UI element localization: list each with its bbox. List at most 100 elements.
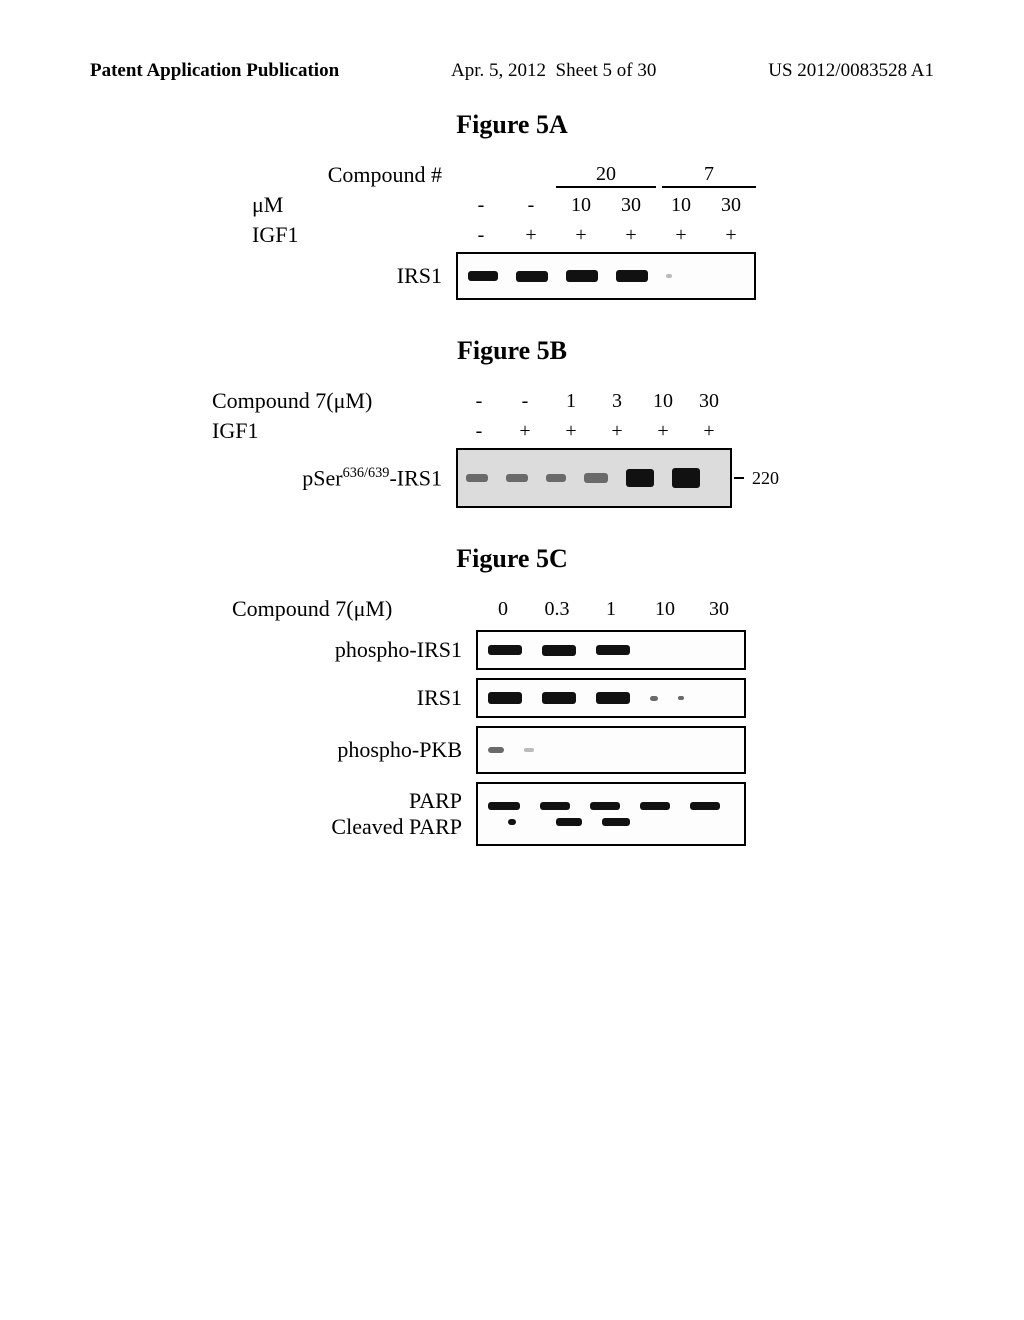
lane-val: - bbox=[506, 194, 556, 217]
lane-val: 30 bbox=[706, 194, 756, 217]
band bbox=[556, 818, 582, 826]
figure-5c-title: Figure 5C bbox=[90, 544, 934, 574]
band bbox=[546, 474, 566, 482]
header-mid: Apr. 5, 2012 Sheet 5 of 30 bbox=[451, 60, 656, 82]
lane-val: 10 bbox=[640, 390, 686, 413]
band bbox=[616, 270, 648, 282]
lane-val: 30 bbox=[686, 390, 732, 413]
lane-val: 0.3 bbox=[530, 598, 584, 621]
mw-tick-icon bbox=[734, 477, 744, 479]
fig5c-blot-label: IRS1 bbox=[232, 685, 476, 711]
band bbox=[566, 270, 598, 282]
figure-5a-panel: Compound # 20 7 μM - - 10 30 10 30 IGF1 … bbox=[252, 162, 772, 300]
figure-5c-panel: Compound 7(μM) 0 0.3 1 10 30 phospho-IRS… bbox=[232, 596, 792, 846]
fig5a-igf-lanes: - + + + + + bbox=[456, 224, 756, 247]
fig5a-igf-row: IGF1 - + + + + + bbox=[252, 222, 772, 248]
fig5b-igf-row: IGF1 - + + + + + bbox=[212, 418, 812, 444]
band bbox=[516, 271, 548, 282]
lane-val: + bbox=[656, 224, 706, 247]
band bbox=[488, 645, 522, 655]
lane-val: + bbox=[686, 420, 732, 443]
fig5a-blot bbox=[456, 252, 756, 300]
band bbox=[666, 274, 672, 278]
lane-val: - bbox=[456, 194, 506, 217]
fig5a-compound-7: 7 bbox=[662, 163, 756, 188]
band bbox=[690, 802, 720, 810]
lane-val: - bbox=[456, 420, 502, 443]
lane-val: + bbox=[594, 420, 640, 443]
pser-text: pSer bbox=[302, 465, 342, 490]
page: Patent Application Publication Apr. 5, 2… bbox=[0, 0, 1024, 1320]
lane-val: 3 bbox=[594, 390, 640, 413]
fig5b-cmpd-lanes: - - 1 3 10 30 bbox=[456, 390, 732, 413]
fig5b-pser-row: pSer636/639-IRS1 220 bbox=[212, 448, 812, 508]
fig5b-blot bbox=[456, 448, 732, 508]
fig5a-compound-lanes: 20 7 bbox=[456, 163, 756, 188]
lane-val: - bbox=[456, 224, 506, 247]
fig5a-irs1-label: IRS1 bbox=[252, 263, 456, 289]
band bbox=[596, 692, 630, 704]
band bbox=[590, 802, 620, 810]
lane-val: + bbox=[606, 224, 656, 247]
fig5a-um-row: μM - - 10 30 10 30 bbox=[252, 192, 772, 218]
band bbox=[540, 802, 570, 810]
band bbox=[678, 696, 684, 700]
band bbox=[584, 473, 608, 483]
fig5c-blot bbox=[476, 630, 746, 670]
fig5b-marker: 220 bbox=[752, 468, 779, 489]
band bbox=[524, 748, 534, 752]
lane-val: 0 bbox=[476, 598, 530, 621]
fig5c-blot-row: phospho-IRS1 bbox=[232, 630, 792, 670]
lane-val: + bbox=[548, 420, 594, 443]
band bbox=[542, 645, 576, 656]
lane-val: 30 bbox=[606, 194, 656, 217]
fig5c-blot-label: PARPCleaved PARP bbox=[232, 788, 476, 841]
fig5b-cmpd-label: Compound 7(μM) bbox=[212, 388, 456, 414]
header-left: Patent Application Publication bbox=[90, 60, 339, 82]
fig5c-blot-row: phospho-PKB bbox=[232, 726, 792, 774]
band bbox=[488, 692, 522, 704]
fig5c-blot bbox=[476, 678, 746, 718]
fig5a-irs1-row: IRS1 bbox=[252, 252, 772, 300]
fig5c-conc-lanes: 0 0.3 1 10 30 bbox=[476, 598, 746, 621]
band bbox=[602, 818, 630, 826]
figure-5b-panel: Compound 7(μM) - - 1 3 10 30 IGF1 - + + … bbox=[212, 388, 812, 508]
fig5b-igf-lanes: - + + + + + bbox=[456, 420, 732, 443]
band bbox=[488, 802, 520, 810]
band bbox=[488, 747, 504, 753]
lane-val: - bbox=[502, 390, 548, 413]
fig5a-um-lanes: - - 10 30 10 30 bbox=[456, 194, 756, 217]
fig5c-conc-row: Compound 7(μM) 0 0.3 1 10 30 bbox=[232, 596, 792, 622]
header-right: US 2012/0083528 A1 bbox=[768, 60, 934, 82]
fig5b-igf-label: IGF1 bbox=[212, 418, 456, 444]
lane-val: 1 bbox=[584, 598, 638, 621]
lane-val: + bbox=[640, 420, 686, 443]
fig5b-cmpd-row: Compound 7(μM) - - 1 3 10 30 bbox=[212, 388, 812, 414]
band bbox=[508, 819, 516, 825]
fig5a-compound-label: Compound # bbox=[252, 162, 456, 188]
fig5c-blots: phospho-IRS1 IRS1 phospho-PKB PARPCleaved P… bbox=[232, 630, 792, 846]
lane-val: + bbox=[556, 224, 606, 247]
pser-sup: 636/639 bbox=[343, 465, 390, 481]
lane-val: 30 bbox=[692, 598, 746, 621]
fig5a-compound-20: 20 bbox=[556, 163, 656, 188]
band bbox=[466, 474, 488, 482]
fig5a-compound-row: Compound # 20 7 bbox=[252, 162, 772, 188]
page-header: Patent Application Publication Apr. 5, 2… bbox=[90, 60, 934, 82]
lane-val: + bbox=[706, 224, 756, 247]
fig5c-conc-label: Compound 7(μM) bbox=[232, 596, 476, 622]
lane-val: + bbox=[506, 224, 556, 247]
fig5c-blot-label: phospho-PKB bbox=[232, 737, 476, 763]
pser-tail: -IRS1 bbox=[389, 465, 442, 490]
lane-val: 1 bbox=[548, 390, 594, 413]
figure-5a-title: Figure 5A bbox=[90, 110, 934, 140]
band bbox=[640, 802, 670, 810]
fig5a-igf-label: IGF1 bbox=[252, 222, 456, 248]
lane-val: + bbox=[502, 420, 548, 443]
fig5c-blot bbox=[476, 726, 746, 774]
fig5c-blot bbox=[476, 782, 746, 846]
band bbox=[596, 645, 630, 655]
band bbox=[542, 692, 576, 704]
band bbox=[626, 469, 654, 487]
band bbox=[468, 271, 498, 281]
